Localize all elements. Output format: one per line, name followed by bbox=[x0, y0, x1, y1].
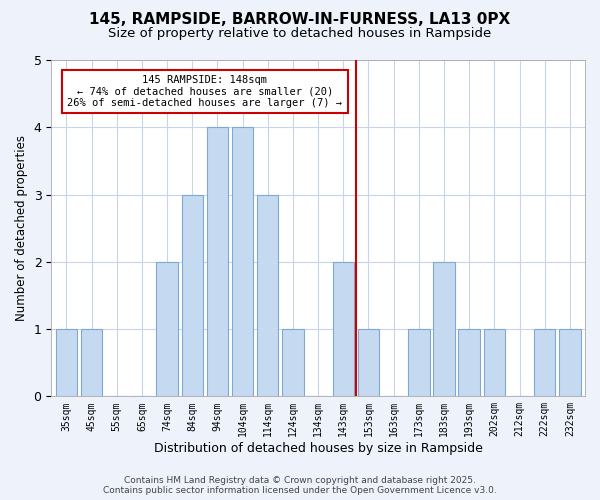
Bar bbox=[232, 128, 253, 396]
Bar bbox=[81, 329, 102, 396]
X-axis label: Distribution of detached houses by size in Rampside: Distribution of detached houses by size … bbox=[154, 442, 482, 455]
Bar bbox=[458, 329, 480, 396]
Bar bbox=[182, 194, 203, 396]
Text: 145, RAMPSIDE, BARROW-IN-FURNESS, LA13 0PX: 145, RAMPSIDE, BARROW-IN-FURNESS, LA13 0… bbox=[89, 12, 511, 28]
Bar bbox=[56, 329, 77, 396]
Bar bbox=[207, 128, 228, 396]
Bar bbox=[282, 329, 304, 396]
Bar bbox=[433, 262, 455, 396]
Text: Size of property relative to detached houses in Rampside: Size of property relative to detached ho… bbox=[109, 28, 491, 40]
Y-axis label: Number of detached properties: Number of detached properties bbox=[15, 135, 28, 321]
Bar bbox=[257, 194, 278, 396]
Text: Contains HM Land Registry data © Crown copyright and database right 2025.
Contai: Contains HM Land Registry data © Crown c… bbox=[103, 476, 497, 495]
Bar bbox=[559, 329, 581, 396]
Text: 145 RAMPSIDE: 148sqm
← 74% of detached houses are smaller (20)
26% of semi-detac: 145 RAMPSIDE: 148sqm ← 74% of detached h… bbox=[67, 75, 343, 108]
Bar bbox=[358, 329, 379, 396]
Bar bbox=[157, 262, 178, 396]
Bar bbox=[332, 262, 354, 396]
Bar bbox=[534, 329, 556, 396]
Bar bbox=[484, 329, 505, 396]
Bar bbox=[408, 329, 430, 396]
